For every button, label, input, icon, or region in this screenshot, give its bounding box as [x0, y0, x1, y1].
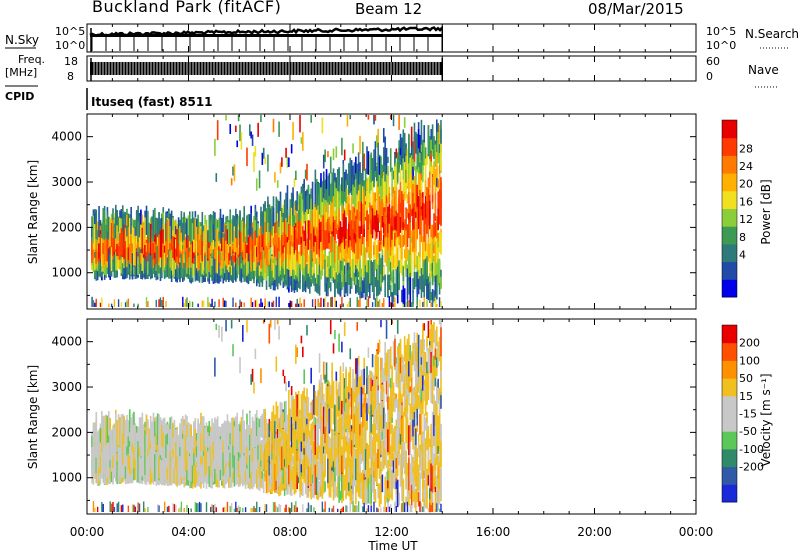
- power-panel: 1000 2000 3000 4000 Slant Range [km] 28 24 20…: [26, 113, 773, 310]
- y-tick-label: 4000: [51, 130, 82, 144]
- y-tick-label: 1000: [51, 266, 82, 280]
- nsearch-bottom-label: 10^0: [706, 39, 736, 52]
- colorbar-segment: [722, 243, 737, 263]
- station-title: Buckland Park (fitACF): [92, 0, 281, 16]
- nsky-band: [90, 34, 443, 37]
- colorbar-tick-label: 4: [739, 249, 746, 262]
- freq-band: [90, 62, 443, 75]
- sky-search-panel: N.Sky 10^5 10^0 10^5 10^0 N.Search: [5, 23, 799, 53]
- colorbar-tick-label: 16: [739, 195, 753, 208]
- cpid-label: CPID: [5, 90, 34, 103]
- colorbar-segment: [722, 137, 737, 156]
- colorbar-frame: [721, 119, 738, 298]
- colorbar-segment: [722, 208, 737, 227]
- colorbar-tick-label: 28: [739, 142, 753, 155]
- nave-top-label: 60: [706, 55, 720, 68]
- nsearch-top-label: 10^5: [706, 25, 736, 38]
- freq-unit-label: [MHz]: [5, 66, 37, 79]
- colorbar-segment: [722, 190, 737, 209]
- freq-top-label: 18: [64, 55, 78, 68]
- nsearch-label: N.Search: [745, 27, 799, 41]
- y-tick-label: 3000: [51, 175, 82, 189]
- nsky-bottom-label: 10^0: [55, 39, 85, 52]
- colorbar-tick-label: 20: [739, 178, 753, 191]
- colorbar-segment: [722, 173, 737, 192]
- cpid-value: Ituseq (fast) 8511: [91, 95, 213, 109]
- date-title: 08/Mar/2015: [588, 0, 684, 18]
- colorbar-tick-label: 24: [739, 160, 753, 173]
- nave-label: Nave: [748, 63, 779, 77]
- y-tick-label: 2000: [51, 220, 82, 234]
- nsky-label: N.Sky: [5, 33, 39, 47]
- nsky-trace: [89, 26, 443, 38]
- beam-title: Beam 12: [355, 0, 422, 18]
- colorbar-segment: [722, 279, 737, 298]
- colorbar-segment: [722, 226, 737, 245]
- colorbar-tick-label: 8: [739, 231, 746, 244]
- power-colorbar-label: Power [dB]: [759, 179, 773, 244]
- colorbar-segment: [722, 120, 737, 139]
- nave-bottom-label: 0: [706, 70, 713, 83]
- colorbar-tick-label: 12: [739, 213, 753, 226]
- colorbar-segment: [722, 155, 737, 174]
- freq-label: Freq.: [18, 53, 45, 66]
- freq-bottom-label: 8: [67, 70, 74, 83]
- power-ylabel: Slant Range [km]: [26, 160, 40, 264]
- freq-nave-panel: Freq. [MHz] 18 8 60 0 Nave: [5, 53, 779, 88]
- nsky-top-label: 10^5: [55, 25, 85, 38]
- colorbar-segment: [722, 261, 737, 280]
